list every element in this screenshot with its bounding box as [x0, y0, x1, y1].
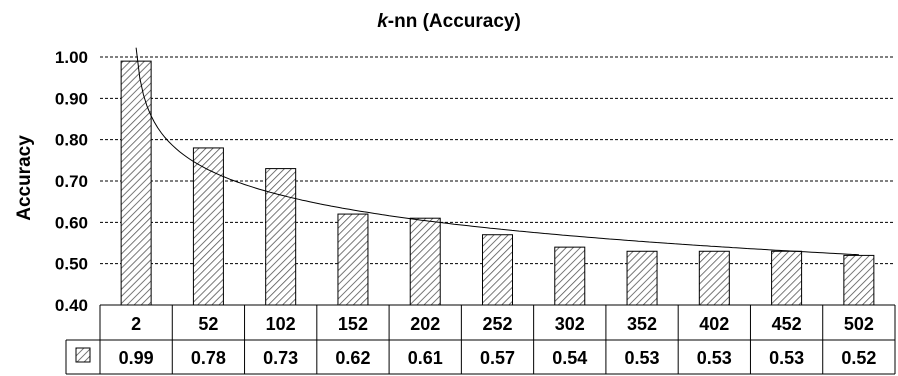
- x-category-label: 2: [131, 314, 141, 334]
- bar-152: [337, 213, 369, 306]
- x-category-label: 202: [410, 314, 440, 334]
- value-label: 0.57: [480, 348, 515, 368]
- x-category-label: 102: [266, 314, 296, 334]
- value-label: 0.53: [625, 348, 660, 368]
- y-tick-label: 0.70: [55, 172, 88, 191]
- y-tick-labels: 0.40 0.50 0.60 0.70 0.80 0.90 1.00: [55, 48, 88, 315]
- chart-title-italic: k: [377, 11, 389, 32]
- bar-2: [120, 60, 152, 306]
- trendline: [135, 47, 859, 256]
- y-tick-label: 0.40: [55, 296, 88, 315]
- x-category-label: 502: [844, 314, 874, 334]
- bar-402: [698, 250, 730, 306]
- bar-452: [771, 250, 803, 306]
- x-category-label: 302: [555, 314, 585, 334]
- trendline-path: [135, 47, 859, 256]
- legend-key-swatch: [75, 347, 91, 363]
- x-category-label: 352: [627, 314, 657, 334]
- bar-202: [409, 217, 441, 306]
- bar-502: [843, 254, 875, 306]
- y-axis-label: Accuracy: [14, 135, 35, 221]
- bar-102: [265, 168, 297, 306]
- value-label: 0.62: [335, 348, 370, 368]
- x-category-label: 452: [772, 314, 802, 334]
- value-label: 0.53: [769, 348, 804, 368]
- y-tick-label: 1.00: [55, 48, 88, 67]
- y-tick-label: 0.60: [55, 213, 88, 232]
- value-label: 0.78: [191, 348, 226, 368]
- bar-302: [554, 246, 586, 306]
- value-label: 0.53: [697, 348, 732, 368]
- y-tick-label: 0.50: [55, 255, 88, 274]
- x-category-label: 152: [338, 314, 368, 334]
- value-label: 0.73: [263, 348, 298, 368]
- bar-352: [626, 250, 658, 306]
- value-label: 0.99: [119, 348, 154, 368]
- value-label: 0.54: [552, 348, 587, 368]
- chart-title: k-nn (Accuracy): [377, 11, 521, 32]
- x-category-label: 52: [198, 314, 218, 334]
- bars: [120, 60, 875, 306]
- value-label: 0.52: [841, 348, 876, 368]
- bar-252: [482, 234, 513, 306]
- y-tick-label: 0.90: [55, 89, 88, 108]
- y-tick-label: 0.80: [55, 131, 88, 150]
- chart-title-rest: -nn (Accuracy): [388, 11, 521, 32]
- x-category-label: 252: [482, 314, 512, 334]
- bar-52: [192, 147, 224, 306]
- x-category-label: 402: [699, 314, 729, 334]
- value-label: 0.61: [408, 348, 443, 368]
